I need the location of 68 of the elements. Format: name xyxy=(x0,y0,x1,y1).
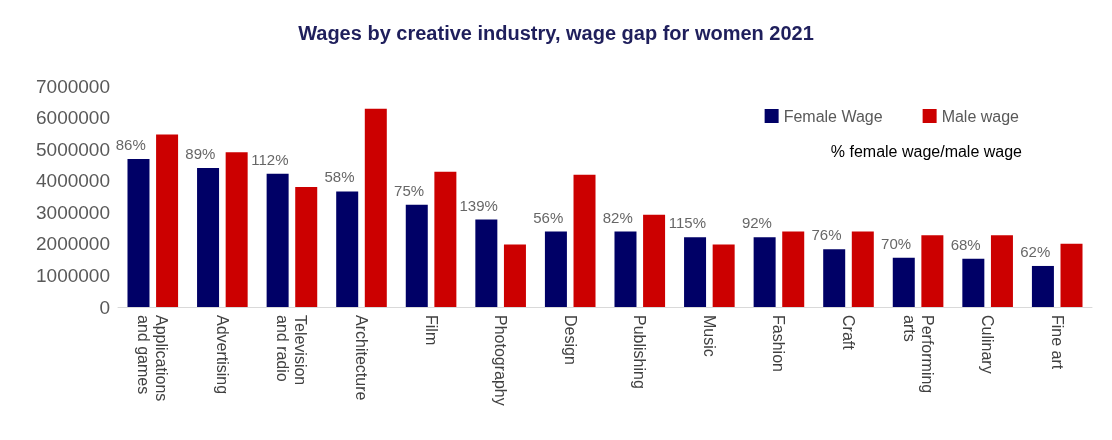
bar xyxy=(503,244,526,307)
annotation: 75% xyxy=(394,181,425,199)
bar xyxy=(295,187,318,307)
bar xyxy=(475,219,498,307)
annotation: 89% xyxy=(185,145,216,163)
y-tick-label: 6000000 xyxy=(36,107,110,129)
bar xyxy=(364,108,387,307)
annotation: 62% xyxy=(1020,242,1051,260)
y-tick-label: 0 xyxy=(99,296,110,318)
annotation: 56% xyxy=(533,208,564,226)
annotation: 112% xyxy=(251,150,289,168)
bar xyxy=(823,249,846,307)
bar xyxy=(851,231,874,307)
bar xyxy=(1031,265,1054,307)
bar xyxy=(405,204,428,307)
x-tick-label: Design xyxy=(561,315,579,365)
annotation: 68% xyxy=(950,235,981,253)
bar xyxy=(573,174,596,307)
annotation: 86% xyxy=(115,135,146,153)
x-tick-label: Architecture xyxy=(353,315,370,401)
x-tick-label: Fine art xyxy=(1048,315,1066,370)
bar xyxy=(1060,243,1083,307)
bar xyxy=(156,134,179,307)
x-tick-label: Fashion xyxy=(770,315,788,372)
bar xyxy=(434,171,457,307)
bar xyxy=(614,231,637,307)
y-tick-label: 4000000 xyxy=(36,170,110,192)
bar xyxy=(892,257,915,307)
y-tick-label: 2000000 xyxy=(36,233,110,255)
x-tick-label: Film xyxy=(422,315,440,346)
x-tick-label: Advertising xyxy=(213,315,231,395)
legend-label: Female Wage xyxy=(783,107,883,125)
annotation: 76% xyxy=(811,226,842,244)
bar xyxy=(643,214,666,307)
y-tick-label: 7000000 xyxy=(36,75,110,97)
annotation: 139% xyxy=(459,196,498,214)
annotation: % female wage/male wage xyxy=(830,142,1023,160)
y-tick-label: 3000000 xyxy=(36,201,110,223)
legend-label: Male wage xyxy=(941,107,1020,125)
bar xyxy=(712,244,735,307)
bar xyxy=(127,158,150,307)
chart-title: Wages by creative industry, wage gap for women 2021 xyxy=(298,22,814,44)
y-tick-label: 1000000 xyxy=(36,264,110,286)
annotation: 92% xyxy=(741,214,772,232)
x-tick-label: Publishing xyxy=(631,315,649,389)
bar xyxy=(753,237,776,307)
bar xyxy=(990,235,1013,307)
bar xyxy=(962,258,985,307)
x-tick-label: Culinary xyxy=(979,315,997,374)
bar xyxy=(225,152,248,307)
y-tick-label: 5000000 xyxy=(36,138,110,160)
bar xyxy=(782,231,805,307)
bar xyxy=(266,173,289,307)
x-tick-label: Craft xyxy=(840,315,857,351)
x-tick-label: Music xyxy=(700,315,718,357)
annotation: 70% xyxy=(881,234,912,252)
annotation: 58% xyxy=(324,168,355,186)
x-tick-label: Photography xyxy=(492,315,510,406)
bar xyxy=(197,168,220,307)
x-tick-label: Performing arts xyxy=(900,315,936,398)
bar xyxy=(544,231,567,307)
bar xyxy=(684,237,707,307)
annotation: 115% xyxy=(668,214,706,232)
bar xyxy=(336,191,359,307)
bar xyxy=(921,235,944,307)
annotation: 82% xyxy=(602,208,633,226)
x-tick-label: Television and radio xyxy=(274,315,310,390)
x-tick-label: Applications and games xyxy=(135,315,171,406)
